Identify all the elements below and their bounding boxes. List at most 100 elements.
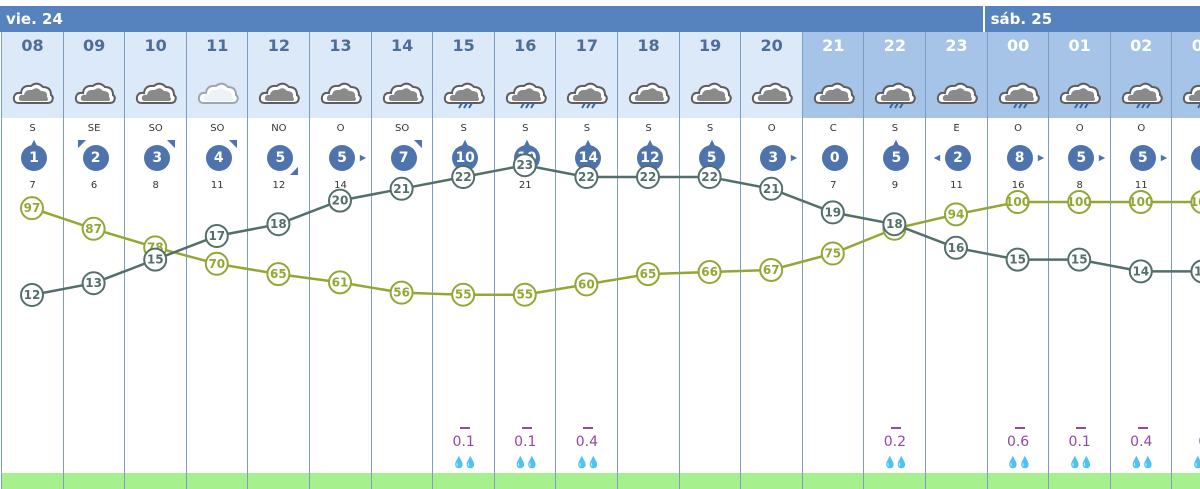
rain-drops-icon: 💧💧 (1129, 456, 1155, 469)
rain-drops-icon: 💧💧 (451, 456, 477, 469)
hour-column[interactable]: 11 SO 4 11 (185, 32, 248, 489)
wind-arrow-icon (1037, 153, 1045, 163)
wind-arrow-icon (413, 140, 422, 149)
wind-speed-badge: 4 (205, 145, 232, 171)
rain-bar (583, 427, 594, 429)
hour-column[interactable]: 19 S 5 8 (678, 32, 741, 489)
hour-column[interactable]: 13 O 5 14 (309, 32, 371, 489)
wind-direction: O (1014, 123, 1023, 134)
wind-gust: 8 (768, 180, 775, 191)
wind-speed-badge: 5 (1068, 145, 1095, 171)
status-strip (864, 473, 926, 489)
wind-arrow-icon (29, 139, 39, 147)
rain-amount: 0.1 (514, 434, 537, 450)
hour-column[interactable]: 10 SO 3 8 (124, 32, 187, 489)
wind-speed-badge: 5 (329, 145, 355, 171)
hour-label: 10 (144, 36, 167, 55)
status-strip (310, 473, 371, 489)
hour-column[interactable]: 00 O 8 16 0.6 💧💧 (986, 32, 1049, 489)
wind-gust: 12 (272, 180, 286, 191)
wind-direction: S (583, 123, 591, 134)
wind-arrow-icon (933, 153, 941, 163)
wind-gust: 11 (1134, 180, 1148, 191)
day-header: sáb. 25 (984, 6, 1200, 32)
hour-column[interactable]: 12 NO 5 12 (247, 32, 310, 489)
hour-column[interactable]: 21 C 0 7 (801, 32, 864, 489)
wind-direction: E (953, 123, 960, 134)
wind-gust: 21 (580, 180, 594, 191)
status-strip (494, 473, 556, 489)
wind-gust: 1 (1172, 180, 1200, 191)
wind-speed-badge: 5 (883, 145, 910, 171)
hour-label: 18 (637, 36, 660, 55)
wind-direction: S (460, 123, 467, 134)
wind-gust: 6 (90, 180, 98, 191)
hour-label: 14 (390, 36, 414, 55)
wind-arrow-icon (228, 140, 237, 149)
wind-direction: O (1075, 123, 1084, 134)
status-strip (1049, 473, 1111, 489)
hour-column[interactable]: 20 O 3 8 (740, 32, 803, 489)
wind-speed-badge: 3 (144, 145, 171, 171)
wind-arrow-icon (645, 139, 655, 147)
status-strip (63, 473, 125, 489)
hour-label: 15 (452, 36, 475, 55)
wind-arrow-icon (289, 166, 299, 175)
rain-bar (1076, 427, 1087, 429)
wind-direction: S (1172, 123, 1200, 134)
hour-column[interactable]: 15 S 10 18 0.1 💧💧 (432, 32, 495, 489)
hour-column[interactable]: 01 O 5 8 0.1 💧💧 (1048, 32, 1111, 489)
hour-column[interactable]: 09 SE 2 6 (62, 32, 125, 489)
rain-amount: 0.1 (452, 434, 475, 450)
hour-column[interactable]: 02 O 5 11 0.4 💧💧 (1109, 32, 1172, 489)
wind-speed-badge: 2 (82, 145, 109, 171)
wind-gust: 8 (706, 180, 714, 191)
hour-column[interactable]: 03 S 6 1 0 💧💧 (1171, 32, 1200, 489)
hour-column[interactable]: 17 S 14 21 0.4 💧💧 (555, 32, 618, 489)
wind-speed-badge: 1 (21, 145, 47, 171)
rain-amount: 0 (1172, 434, 1200, 450)
wind-speed-badge: 3 (760, 145, 787, 171)
rain-bar (1137, 427, 1148, 429)
hour-label: 00 (1006, 36, 1030, 55)
hour-label: 16 (514, 36, 537, 55)
wind-direction: SO (394, 123, 410, 134)
hour-column[interactable]: 23 E 2 11 (925, 32, 987, 489)
rain-amount: 0.1 (1068, 434, 1091, 450)
hour-column[interactable]: 18 S 12 17 (617, 32, 679, 489)
hour-label: 01 (1068, 36, 1091, 55)
hour-column[interactable]: 14 SO 7 18 (370, 32, 433, 489)
wind-direction: C (829, 123, 837, 134)
rain-drops-icon: 💧💧 (883, 456, 908, 469)
wind-gust: 16 (1011, 180, 1025, 191)
wind-gust: 18 (395, 180, 409, 191)
rain-drops-icon: 💧💧 (1067, 456, 1093, 469)
status-strip (556, 473, 618, 489)
status-strip (987, 473, 1049, 489)
hour-label: 23 (945, 36, 968, 55)
hour-column[interactable]: 16 S 10 21 0.1 💧💧 (493, 32, 556, 489)
wind-gust: 8 (152, 180, 159, 191)
wind-direction: SO (210, 123, 225, 134)
wind-gust: 7 (29, 180, 36, 191)
status-strip (371, 473, 433, 489)
wind-speed-badge: 5 (1129, 145, 1156, 171)
status-strip (248, 473, 310, 489)
status-strip (2, 473, 63, 489)
wind-direction: S (29, 123, 36, 134)
wind-gust: 14 (334, 180, 347, 191)
status-strip (618, 473, 679, 489)
status-strip (1110, 473, 1172, 489)
wind-direction: SE (87, 123, 101, 134)
wind-speed-badge: 7 (390, 145, 417, 171)
status-strip (1172, 473, 1200, 489)
status-strip (186, 473, 248, 489)
status-strip (679, 473, 741, 489)
wind-speed-badge: 2 (945, 145, 971, 171)
hour-column[interactable]: 22 S 5 9 0.2 💧💧 (863, 32, 926, 489)
hour-label: 22 (883, 36, 907, 55)
hour-column[interactable]: 08 S 1 7 (1, 32, 63, 489)
wind-arrow-icon (790, 153, 798, 163)
rain-amount: 0.2 (883, 434, 907, 450)
wind-gust: 7 (830, 180, 837, 191)
